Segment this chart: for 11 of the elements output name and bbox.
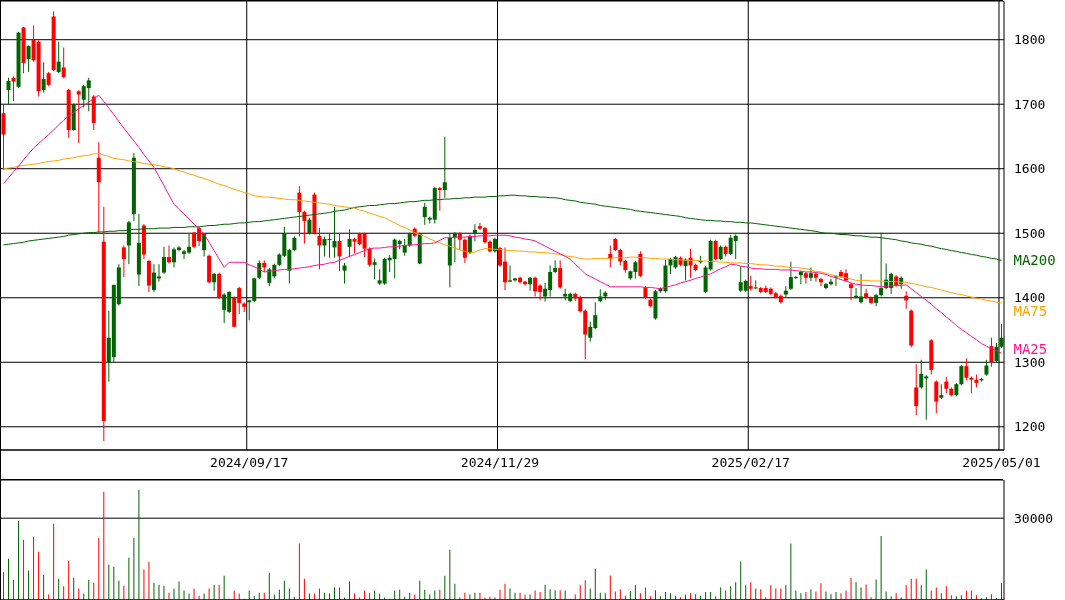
x-tick-label: 2025/05/01 [962,455,1041,471]
y-tick-label: 1500 [1014,225,1046,241]
y-tick-label: 1800 [1014,32,1046,48]
y-tick-label: 30000 [1014,510,1054,526]
y-tick-label: 1600 [1014,161,1046,177]
y-tick-label: 1200 [1014,419,1046,435]
x-tick-label: 2025/02/17 [711,455,790,471]
x-tick-label: 2024/09/17 [210,455,289,471]
series-label: MA200 [1013,252,1056,269]
y-tick-label: 1700 [1014,96,1046,112]
x-tick-label: 2024/11/29 [460,455,540,471]
